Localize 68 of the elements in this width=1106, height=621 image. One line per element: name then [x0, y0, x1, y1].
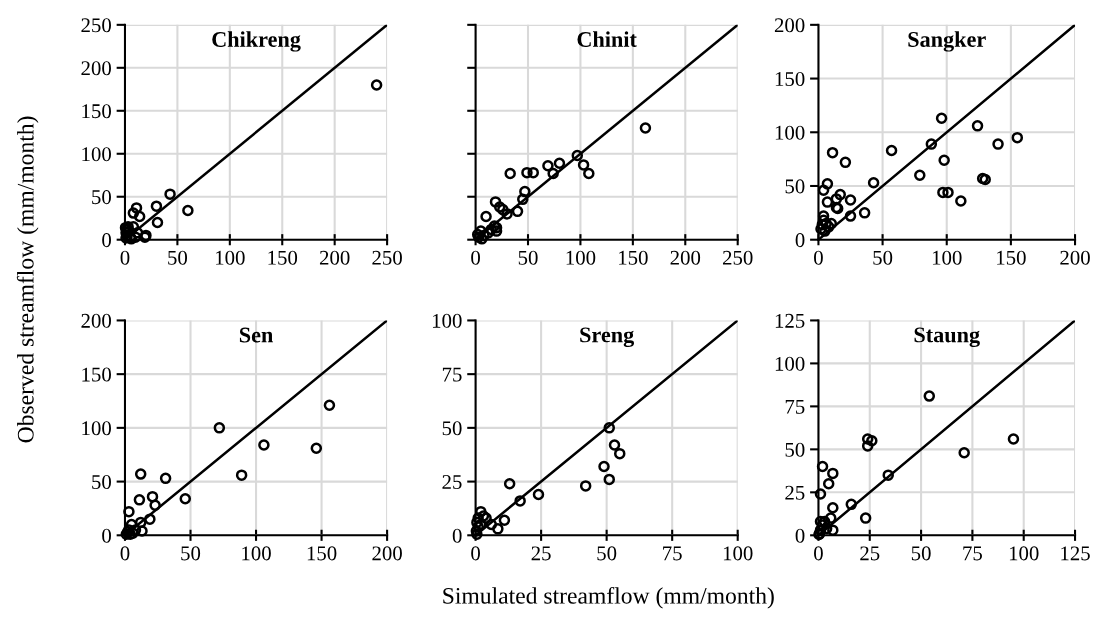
- x-tick-label: 75: [663, 546, 682, 561]
- y-tick-label: 125: [775, 313, 805, 328]
- y-tick-label: 150: [82, 367, 111, 382]
- y-tick-label: 100: [82, 421, 111, 436]
- x-tick-label: 50: [911, 546, 931, 561]
- x-tick-label: 200: [1060, 250, 1090, 265]
- x-tick-label: 50: [181, 546, 201, 561]
- x-tick-label: 100: [566, 250, 596, 265]
- x-tick-label: 50: [597, 546, 617, 561]
- x-tick-label: 125: [1061, 546, 1090, 561]
- y-tick-label: 50: [785, 179, 805, 194]
- x-tick-label: 100: [242, 546, 271, 561]
- y-tick-label: 150: [82, 104, 111, 119]
- chart-title: Chinit: [577, 31, 637, 47]
- y-tick-label: 25: [442, 475, 462, 490]
- x-tick-label: 0: [120, 250, 130, 265]
- x-tick-label: 0: [814, 250, 823, 265]
- y-tick-label: 100: [82, 147, 111, 162]
- x-tick-label: 75: [963, 546, 982, 561]
- y-tick-label: 75: [442, 367, 462, 382]
- x-tick-label: 250: [722, 250, 753, 265]
- y-tick-label: 250: [81, 18, 111, 33]
- x-tick-label: 150: [619, 250, 648, 265]
- y-tick-label: 50: [92, 190, 111, 205]
- y-tick-label: 150: [775, 71, 805, 86]
- chart-title: Sreng: [580, 327, 635, 348]
- y-tick-label: 0: [795, 233, 805, 248]
- x-tick-label: 25: [531, 546, 551, 561]
- chart-title: Staung: [914, 327, 980, 348]
- x-tick-label: 50: [168, 250, 188, 265]
- y-tick-label: 200: [81, 61, 111, 76]
- chart-title: Sangker: [908, 31, 986, 52]
- y-tick-label: 100: [775, 356, 805, 371]
- y-tick-label: 25: [785, 485, 805, 500]
- x-tick-label: 200: [372, 546, 402, 561]
- x-tick-label: 0: [471, 546, 480, 561]
- x-tick-label: 150: [268, 250, 298, 265]
- x-tick-label: 25: [860, 546, 880, 561]
- y-tick-label: 0: [102, 528, 111, 543]
- y-tick-label: 0: [452, 528, 462, 543]
- x-axis-title: Simulated streamflow (mm/month): [443, 586, 774, 609]
- y-tick-label: 200: [774, 18, 805, 33]
- y-tick-label: 50: [442, 421, 462, 436]
- chart-title: Sen: [239, 327, 273, 343]
- x-tick-label: 0: [120, 546, 130, 561]
- chart-title: Chikreng: [212, 31, 301, 52]
- y-tick-label: 100: [432, 313, 462, 328]
- y-tick-label: 50: [92, 474, 111, 490]
- x-tick-label: 200: [319, 250, 350, 265]
- x-tick-label: 150: [307, 546, 337, 561]
- x-tick-label: 50: [518, 250, 538, 265]
- y-tick-label: 0: [795, 528, 805, 543]
- y-tick-label: 50: [785, 442, 805, 457]
- y-tick-label: 100: [775, 125, 805, 140]
- x-tick-label: 100: [723, 546, 753, 561]
- x-tick-label: 200: [670, 250, 701, 265]
- x-tick-label: 100: [1009, 546, 1039, 561]
- x-tick-label: 0: [471, 250, 480, 265]
- y-axis-title: Observed streamflow (mm/month): [16, 116, 39, 443]
- y-tick-label: 0: [102, 233, 111, 248]
- x-tick-label: 100: [216, 250, 245, 265]
- y-tick-label: 200: [81, 313, 111, 328]
- x-tick-label: 250: [372, 250, 402, 265]
- y-tick-label: 75: [785, 399, 805, 414]
- x-tick-label: 0: [814, 546, 823, 561]
- x-tick-label: 50: [873, 250, 893, 265]
- x-tick-label: 100: [932, 250, 962, 265]
- x-tick-label: 150: [997, 250, 1026, 265]
